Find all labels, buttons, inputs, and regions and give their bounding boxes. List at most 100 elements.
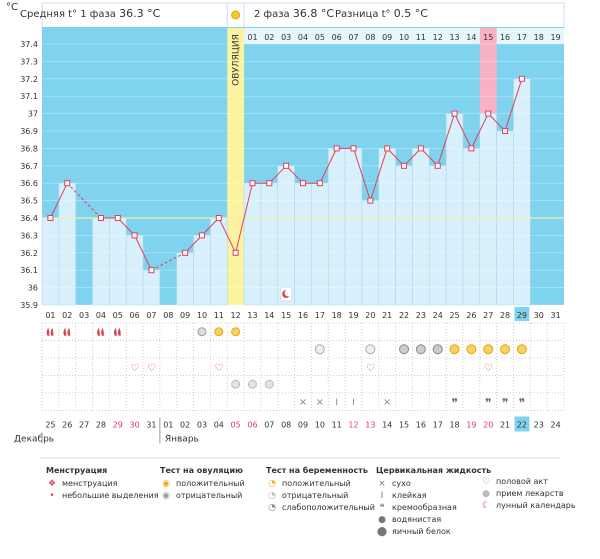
temperature-point — [384, 145, 391, 152]
phase2-day-label: 11 — [416, 33, 426, 42]
phase1-label: Средняя t° 1 фаза — [20, 9, 116, 20]
phase2-day-label: 06 — [332, 33, 342, 42]
legend-item: небольшие выделения — [62, 491, 159, 500]
menstruation-icon — [63, 327, 67, 336]
pregnancy-weak-icon: ◔ — [268, 503, 276, 513]
spotting-icon: • — [49, 491, 55, 501]
cycle-day-label: 18 — [332, 311, 342, 320]
phase2-day-label: 01 — [247, 33, 257, 42]
phase2-day-label: 02 — [264, 33, 274, 42]
month-label-december: Декабрь — [14, 435, 54, 445]
legend-item: водянистая — [392, 515, 442, 524]
y-unit-label: °C — [6, 2, 18, 13]
current-day-marker — [514, 307, 530, 321]
cycle-day-label: 26 — [466, 311, 476, 320]
temperature-bar — [41, 217, 60, 306]
dry-icon: × — [316, 397, 324, 408]
date-label: 17 — [433, 421, 443, 430]
phase1-value: 36.3 °C — [119, 7, 161, 20]
temperature-point — [316, 180, 323, 187]
temperature-bar — [92, 217, 110, 306]
temperature-segment — [504, 78, 523, 132]
y-tick-label: 36.3 — [20, 231, 38, 240]
heart-icon: ♡ — [214, 363, 223, 374]
phase2-day-label: 10 — [399, 33, 409, 42]
ovulation-positive-icon — [214, 327, 224, 337]
date-label: 10 — [315, 421, 325, 430]
y-tick-label: 36.7 — [20, 162, 38, 171]
date-label: 12 — [348, 421, 358, 430]
temperature-point — [417, 145, 424, 152]
temperature-segment — [49, 182, 68, 219]
moon-icon-cut — [284, 289, 292, 297]
dry-icon: × — [383, 397, 391, 408]
phase2-day-label: 18 — [534, 33, 544, 42]
menstruation-icon — [67, 327, 71, 336]
pill-icon: ● — [482, 489, 490, 499]
menstruation-icon — [97, 327, 100, 336]
temperature-point — [502, 128, 509, 134]
date-label: 22 — [517, 421, 527, 430]
cycle-day-label: 01 — [45, 311, 55, 320]
cycle-day-label: 27 — [483, 311, 493, 320]
date-label: 31 — [146, 421, 156, 430]
temperature-segment — [66, 182, 102, 219]
phase2-header: 2 фаза 36.8 °C — [254, 7, 334, 20]
cycle-day-label: 13 — [247, 311, 257, 320]
legend-item: половой акт — [496, 477, 548, 486]
date-label: 18 — [449, 421, 459, 430]
header-frame — [41, 2, 565, 29]
pregnancy-negative-icon — [314, 344, 325, 355]
temperature-point — [215, 215, 222, 221]
temperature-point — [198, 232, 205, 239]
date-label: 02 — [180, 421, 190, 430]
ovulation-positive-icon — [231, 327, 241, 337]
temperature-bar — [479, 113, 497, 306]
temperature-segment — [218, 217, 237, 254]
date-label: 19 — [466, 421, 476, 430]
pregnancy-positive-icon — [483, 344, 494, 355]
y-tick-label: 37.4 — [20, 40, 38, 49]
cycle-day-label: 02 — [62, 311, 72, 320]
date-label: 30 — [130, 421, 140, 430]
creamy-icon: ❞ — [451, 396, 457, 410]
pregnancy-positive-icon — [500, 344, 511, 355]
cycle-day-label: 10 — [197, 311, 207, 320]
cycle-day-label: 25 — [449, 311, 459, 320]
diff-label: Разница t° — [335, 9, 391, 20]
cycle-day-label: 12 — [231, 311, 241, 320]
legend-pregnancy: Тест на беременность ◔ положительный ◔ отр… — [266, 465, 375, 514]
date-label: 27 — [79, 421, 89, 430]
temperature-point — [367, 197, 374, 204]
temperature-bar — [109, 217, 127, 306]
diff-header: Разница t° 0.5 °C — [335, 7, 428, 20]
heart-icon: ♡ — [484, 363, 493, 374]
cycle-day-label: 22 — [399, 311, 409, 320]
legend-item: отрицательный — [282, 491, 349, 500]
phase2-day-label: 05 — [315, 33, 325, 42]
cycle-day-label: 21 — [382, 311, 392, 320]
legend-item: сухо — [392, 479, 411, 488]
temperature-bar — [445, 113, 464, 306]
y-tick-label: 36 — [28, 284, 38, 293]
date-label: 13 — [365, 421, 375, 430]
legend-item: менструация — [62, 479, 118, 488]
temperature-bar — [378, 148, 396, 306]
y-tick-label: 36.9 — [20, 127, 38, 136]
temperature-bar — [260, 182, 279, 306]
temperature-segment — [134, 235, 152, 271]
date-label: 16 — [416, 421, 426, 430]
pregnancy-negative-icon — [365, 344, 376, 355]
date-label: 20 — [483, 421, 493, 430]
temperature-bar — [311, 182, 329, 306]
temperature-bar — [58, 182, 76, 306]
phase2-day-label: 04 — [298, 33, 308, 42]
cycle-day-label: 19 — [348, 311, 358, 320]
y-tick-label: 37.2 — [20, 75, 38, 84]
temperature-point — [114, 215, 121, 221]
cycle-day-label: 30 — [534, 311, 544, 320]
menstruation-icon — [113, 327, 117, 336]
temperature-point — [333, 145, 340, 152]
sun-icon — [231, 10, 241, 20]
